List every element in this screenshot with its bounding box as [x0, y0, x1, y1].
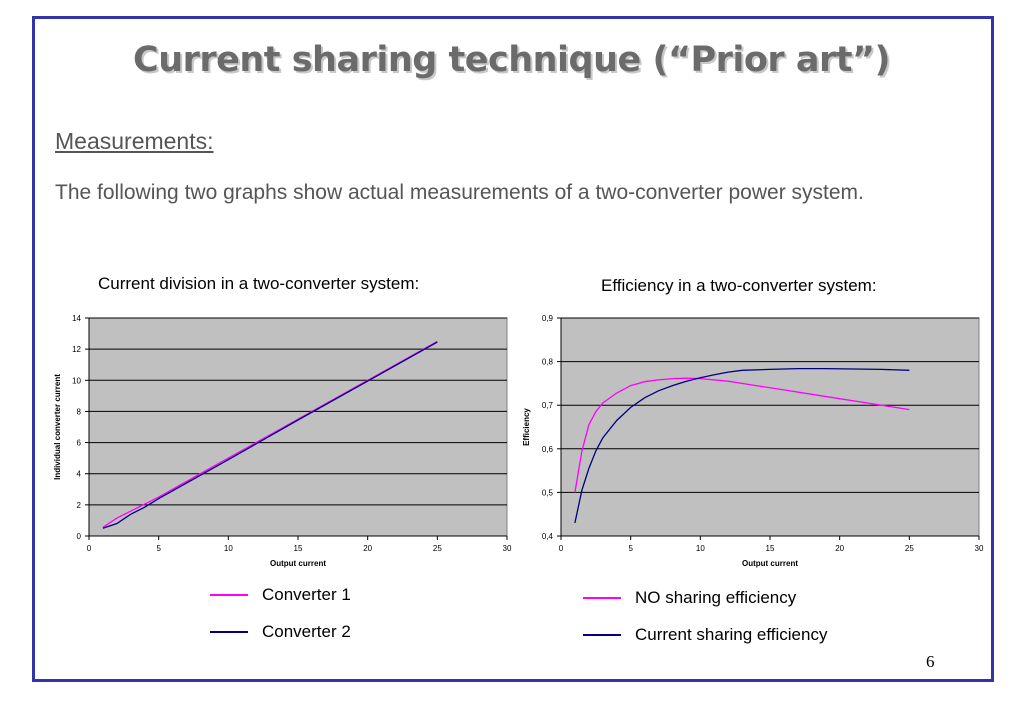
chart-2-title: Efficiency in a two-converter system:	[601, 276, 877, 295]
intro-paragraph: The following two graphs show actual mea…	[55, 181, 864, 204]
x-axis-label: Output current	[742, 559, 798, 568]
legend-label: Converter 1	[262, 585, 351, 604]
x-tick-label: 25	[905, 544, 914, 553]
legend-converter-1: Converter 1	[210, 585, 351, 605]
x-tick-label: 15	[766, 544, 775, 553]
x-tick-label: 30	[975, 544, 984, 553]
legend-current-sharing: Current sharing efficiency	[583, 625, 827, 645]
legend-label: Converter 2	[262, 622, 351, 641]
y-tick-label: 8	[77, 407, 82, 416]
y-tick-label: 0,5	[542, 488, 554, 497]
slide-frame	[32, 16, 994, 682]
series-line-1	[102, 340, 438, 528]
page-number: 6	[926, 652, 935, 671]
y-tick-label: 0,7	[542, 401, 554, 410]
y-tick-label: 0,9	[542, 314, 554, 323]
x-tick-label: 20	[835, 544, 844, 553]
x-tick-label: 10	[224, 544, 233, 553]
y-tick-label: 0,8	[542, 358, 554, 367]
legend-label: NO sharing efficiency	[635, 588, 797, 607]
legend-label: Current sharing efficiency	[635, 625, 828, 644]
y-axis-label: Individual converter current	[53, 374, 62, 480]
y-tick-label: 14	[72, 314, 81, 323]
series-line-1	[574, 377, 910, 493]
chart-1-title: Current division in a two-converter syst…	[98, 274, 420, 293]
x-tick-label: 5	[628, 544, 633, 553]
x-tick-label: 10	[696, 544, 705, 553]
x-tick-label: 30	[503, 544, 512, 553]
y-tick-label: 0,6	[542, 445, 554, 454]
y-tick-label: 0,4	[542, 532, 554, 541]
legend-swatch-navy	[210, 631, 248, 633]
plot-area	[560, 317, 980, 537]
y-tick-label: 4	[77, 470, 82, 479]
plot-area	[88, 317, 508, 537]
legend-swatch-magenta	[583, 597, 621, 599]
y-tick-label: 12	[72, 345, 81, 354]
x-tick-label: 15	[294, 544, 303, 553]
x-tick-label: 25	[433, 544, 442, 553]
y-tick-label: 10	[72, 376, 81, 385]
y-tick-label: 0	[77, 532, 82, 541]
x-tick-label: 0	[87, 544, 92, 553]
slide-title: Current sharing technique (“Prior art”)	[133, 40, 890, 80]
legend-no-sharing: NO sharing efficiency	[583, 588, 796, 608]
y-axis-label: Efficiency	[522, 408, 531, 446]
legend-swatch-magenta	[210, 594, 248, 596]
x-tick-label: 0	[559, 544, 564, 553]
x-axis-label: Output current	[270, 559, 326, 568]
legend-swatch-navy	[583, 634, 621, 636]
legend-converter-2: Converter 2	[210, 622, 351, 642]
section-heading: Measurements:	[55, 128, 214, 154]
y-tick-label: 6	[77, 439, 82, 448]
series-line-2	[102, 341, 438, 529]
x-tick-label: 5	[156, 544, 161, 553]
y-tick-label: 2	[77, 501, 82, 510]
x-tick-label: 20	[363, 544, 372, 553]
series-line-2	[574, 367, 910, 524]
